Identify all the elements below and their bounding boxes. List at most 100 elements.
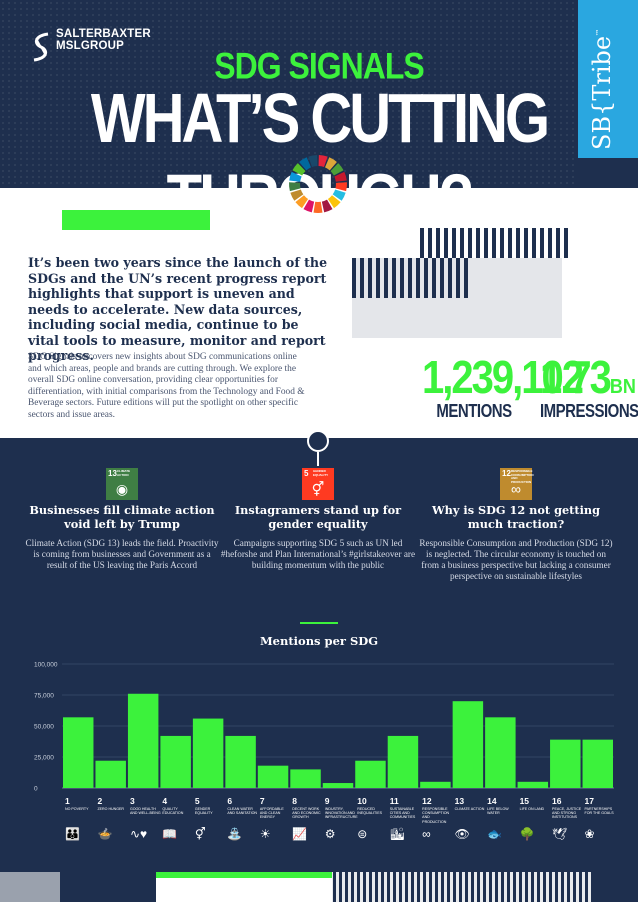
mentions-label: MENTIONS <box>436 401 512 422</box>
bar-sdg-4 <box>160 735 191 788</box>
y-tick-label: 100,000 <box>34 662 58 669</box>
wheel-segment <box>308 155 318 168</box>
bar-sdg-17 <box>582 739 613 788</box>
sdg-label-7: 7 AFFORDABLE AND CLEAN ENERGY ☀ <box>260 796 291 841</box>
sdg-number: 16 <box>552 796 562 806</box>
sdg-number: 7 <box>259 796 265 806</box>
sdg-goal-icon: ∞ <box>422 827 431 841</box>
wheel-segment <box>327 195 341 209</box>
sdg-number: 1 <box>65 796 70 806</box>
sdg-number: 4 <box>162 796 168 806</box>
sdg-number: 9 <box>324 796 330 806</box>
sdg-number: 6 <box>227 796 233 806</box>
sdg-goal-icon: 🌳 <box>519 827 535 841</box>
sdg-label-12: 12 RESPONSIBLE CONSUMPTION AND PRODUCTION… <box>422 796 453 841</box>
mentions-bar-chart: 0 25,000 50,000 75,000 100,000 <box>34 662 614 793</box>
sdg-name: PARTNERSHIPS FOR THE GOALS <box>584 807 614 816</box>
sdg-label-5: 5 GENDER EQUALITY ⚥ <box>195 796 226 841</box>
wheel-segment <box>334 171 347 182</box>
intro-body: SDG Signals uncovers new insights about … <box>28 352 305 420</box>
logo-swirl-icon <box>30 30 52 64</box>
sdg-name: INDUSTRY, INNOVATION AND INFRASTRUCTURE <box>324 807 358 820</box>
sdg-label-1: 1 NO POVERTY 👪 <box>65 796 96 841</box>
sdg-name: NO POVERTY <box>65 807 89 811</box>
sdg-name: CLIMATE ACTION <box>454 807 485 811</box>
gender-icon: ⚥ <box>311 481 325 497</box>
sdg-label-9: 9 INDUSTRY, INNOVATION AND INFRASTRUCTURE… <box>324 796 358 841</box>
bar-sdg-10 <box>355 760 386 788</box>
sdg-label-3: 3 GOOD HEALTH AND WELL-BEING ∿♥ <box>130 796 161 841</box>
sdg-wheel-icon <box>289 155 347 213</box>
bar-sdg-2 <box>95 760 126 788</box>
highlight-body: Climate Action (SDG 13) leads the field.… <box>25 538 219 570</box>
sdg-label-13: 13 CLIMATE ACTION 👁 <box>455 796 486 841</box>
sdg-label-10: 10 REDUCED INEQUALITIES ⊜ <box>357 796 388 841</box>
y-tick-label: 50,000 <box>34 724 54 731</box>
sbtribe-label: SB{Tribe <box>588 35 616 150</box>
sdg-goal-icon: ⚙ <box>324 827 336 841</box>
bar-sdg-15 <box>517 781 549 788</box>
sdg-goal-icon: 👁 <box>454 827 470 841</box>
sdg-goal-icon: ∿♥ <box>129 827 148 841</box>
y-tick-label: 75,000 <box>34 693 54 700</box>
sdg-label-11: 11 SUSTAINABLE CITIES AND COMMUNITIES 🏙 <box>390 796 421 841</box>
wheel-segment <box>325 157 337 171</box>
highlight-heading: Why is SDG 12 not getting much traction? <box>432 503 600 531</box>
sdg-name: QUALITY EDUCATION <box>162 807 184 816</box>
footer-white-block <box>156 878 332 902</box>
footer-grey-block <box>0 872 60 902</box>
wheel-segment <box>299 157 311 171</box>
bar-sdg-16 <box>550 739 581 788</box>
stripe-decoration <box>352 258 472 298</box>
wheel-segment <box>321 199 333 213</box>
tile-label: GENDER EQUALITY <box>313 469 329 477</box>
sdg-label-4: 4 QUALITY EDUCATION 📖 <box>162 796 193 841</box>
sdg-label-17: 17 PARTNERSHIPS FOR THE GOALS ❀ <box>585 796 616 841</box>
sdg-goal-icon: ⚥ <box>194 827 206 841</box>
highlight-body: Campaigns supporting SDG 5 such as UN le… <box>220 538 416 570</box>
title-small: SDG SIGNALS <box>214 45 424 87</box>
sdg-goal-icon: 📈 <box>292 827 308 841</box>
pin-connector <box>317 452 319 466</box>
location-pin-icon <box>307 430 329 452</box>
bar-sdg-14 <box>485 717 516 788</box>
wheel-segment <box>289 182 301 192</box>
sdg-name: LIFE ON LAND <box>519 807 545 811</box>
stripe-decoration <box>420 228 572 258</box>
sdg-goal-icon: 👪 <box>65 827 80 841</box>
sdg-number: 17 <box>584 796 594 806</box>
footer-green-bar <box>156 872 332 878</box>
highlight-heading: Businesses fill climate action void left… <box>29 503 215 531</box>
bar-sdg-3 <box>127 693 159 788</box>
sdg-number: 2 <box>97 796 103 806</box>
highlight-heading: Instagramers stand up for gender equalit… <box>234 503 402 531</box>
sdg-name: PEACE, JUSTICE AND STRONG INSTITUTIONS <box>552 807 582 820</box>
sdg-number: 11 <box>389 796 399 806</box>
eye-globe-icon: ◉ <box>115 481 129 497</box>
impressions-label: IMPRESSIONS <box>540 401 638 422</box>
infinity-icon: ∞ <box>511 481 521 497</box>
sdg-name: DECENT WORK AND ECONOMIC GROWTH <box>292 807 321 820</box>
green-accent-bar <box>62 210 210 230</box>
wheel-segment <box>332 189 346 201</box>
logo-line1: SALTERBAXTER <box>56 28 151 40</box>
bar-sdg-12 <box>420 781 451 788</box>
sdg-number: 8 <box>292 796 298 806</box>
sdg-goal-icon: 📖 <box>162 827 178 841</box>
sdg-name: REDUCED INEQUALITIES <box>357 807 382 816</box>
sdg-name: CLEAN WATER AND SANITATION <box>227 807 257 816</box>
wheel-segment <box>292 163 306 176</box>
bar-sdg-9 <box>322 783 354 788</box>
wheel-segment <box>335 182 347 192</box>
sdg-number: 3 <box>129 796 135 806</box>
tile-number: 13 <box>108 469 117 478</box>
sdg-number: 12 <box>422 796 432 806</box>
impressions-value: 1.73 <box>540 352 612 404</box>
sdg-name: SUSTAINABLE CITIES AND COMMUNITIES <box>389 807 416 820</box>
bar-sdg-6 <box>225 735 256 788</box>
sdg-name: RESPONSIBLE CONSUMPTION AND PRODUCTION <box>422 807 450 824</box>
intro-headline: It’s been two years since the launch of … <box>28 255 328 363</box>
sdg-number: 14 <box>487 796 497 806</box>
sdg-goal-icon: ⛲ <box>227 827 243 841</box>
dot-pattern <box>0 0 578 188</box>
